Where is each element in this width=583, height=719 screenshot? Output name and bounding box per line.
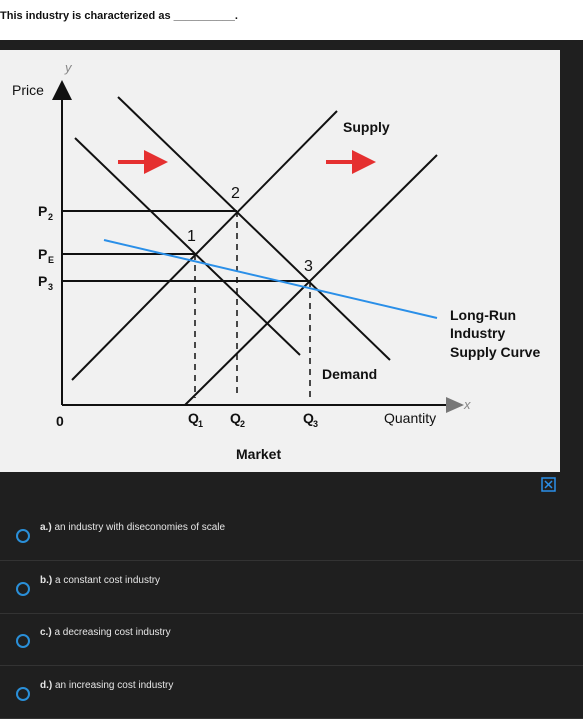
supply-curve <box>184 154 438 406</box>
point-label: 2 <box>231 185 240 202</box>
label-sub: 3 <box>48 282 53 292</box>
radio[interactable] <box>16 581 30 596</box>
option[interactable]: d.) an increasing cost industry <box>0 666 583 719</box>
label-sub: 2 <box>48 212 53 222</box>
label-main: P <box>38 203 47 219</box>
supply-label: Supply <box>343 119 390 135</box>
origin: 0 <box>56 413 64 429</box>
option-text: c.) a decreasing cost industry <box>40 627 171 638</box>
option-label: a constant cost industry <box>52 574 161 586</box>
option-letter: c.) <box>40 627 52 638</box>
point-label: 3 <box>304 258 313 275</box>
radio[interactable] <box>16 634 30 648</box>
option-text: d.) an increasing cost industry <box>40 680 173 691</box>
option-label: a decreasing cost industry <box>51 627 171 638</box>
option-letter: a.) <box>40 522 52 533</box>
label-main: Q <box>188 410 199 426</box>
option-letter: d.) <box>40 679 53 691</box>
diagram-caption: Market <box>236 446 281 462</box>
demand-curve <box>74 137 301 356</box>
label-sub: 2 <box>240 419 245 429</box>
option[interactable]: c.) a decreasing cost industry <box>0 613 583 666</box>
label-sub: E <box>48 255 54 265</box>
option-letter: b.) <box>40 574 53 586</box>
demand-curve <box>117 96 391 361</box>
label-sub: 3 <box>313 419 318 429</box>
point-label: 1 <box>187 228 196 245</box>
blank: __________. <box>173 10 238 22</box>
question-bar: This industry is characterized as ______… <box>0 0 583 40</box>
option-label: an increasing cost industry <box>52 679 174 691</box>
question: This industry is characterized as ______… <box>0 10 238 22</box>
demand-label: Demand <box>322 366 377 382</box>
question-text: This industry is characterized as <box>0 10 171 22</box>
option[interactable]: a.) an industry with diseconomies of sca… <box>0 508 583 561</box>
label-main: P <box>38 246 47 262</box>
option-text: b.) a constant cost industry <box>40 575 160 586</box>
radio[interactable] <box>16 686 30 701</box>
option-text: a.) an industry with diseconomies of sca… <box>40 522 225 533</box>
expand-icon[interactable] <box>541 477 556 492</box>
x-axis-label: Quantity <box>384 410 436 426</box>
diagram-panel <box>0 50 560 472</box>
long-run-label: Industry <box>450 325 505 341</box>
long-run-supply-curve <box>103 239 438 319</box>
y-axis-label: Price <box>12 82 44 98</box>
long-run-label: Long-Run <box>450 307 516 323</box>
option-label: an industry with diseconomies of scale <box>51 522 226 533</box>
supply-curve <box>71 110 338 381</box>
option[interactable]: b.) a constant cost industry <box>0 561 583 614</box>
label-main: Q <box>230 410 241 426</box>
long-run-label: Supply Curve <box>450 344 540 360</box>
label-main: Q <box>303 410 314 426</box>
x-symbol: x <box>463 397 471 412</box>
y-symbol: y <box>64 60 73 75</box>
label-main: P <box>38 273 47 289</box>
radio[interactable] <box>16 529 30 543</box>
label-sub: 1 <box>198 419 203 429</box>
